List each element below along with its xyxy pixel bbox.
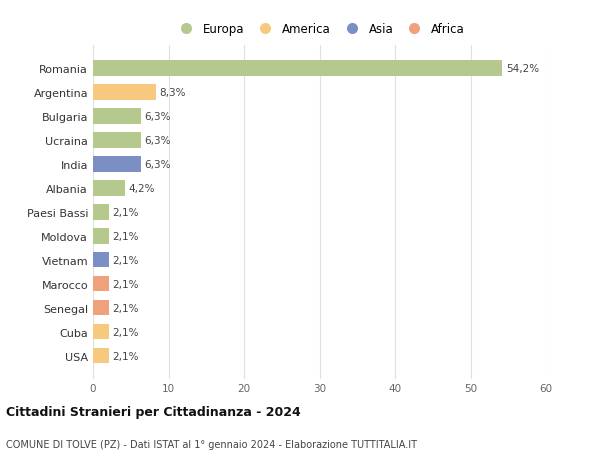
Text: 4,2%: 4,2% bbox=[128, 184, 155, 193]
Text: 6,3%: 6,3% bbox=[145, 135, 171, 146]
Text: 6,3%: 6,3% bbox=[145, 159, 171, 169]
Bar bbox=[93, 252, 109, 268]
Bar bbox=[93, 300, 109, 316]
Bar bbox=[93, 61, 502, 77]
Text: COMUNE DI TOLVE (PZ) - Dati ISTAT al 1° gennaio 2024 - Elaborazione TUTTITALIA.I: COMUNE DI TOLVE (PZ) - Dati ISTAT al 1° … bbox=[6, 440, 417, 449]
Text: 6,3%: 6,3% bbox=[145, 112, 171, 122]
Bar bbox=[93, 133, 140, 148]
Text: 8,3%: 8,3% bbox=[160, 88, 186, 98]
Bar bbox=[93, 348, 109, 364]
Bar bbox=[93, 205, 109, 220]
Text: 54,2%: 54,2% bbox=[506, 64, 539, 74]
Text: 2,1%: 2,1% bbox=[113, 231, 139, 241]
Text: 2,1%: 2,1% bbox=[113, 327, 139, 337]
Text: 2,1%: 2,1% bbox=[113, 351, 139, 361]
Bar bbox=[93, 180, 125, 196]
Bar bbox=[93, 109, 140, 124]
Text: 2,1%: 2,1% bbox=[113, 279, 139, 289]
Bar bbox=[93, 324, 109, 340]
Legend: Europa, America, Asia, Africa: Europa, America, Asia, Africa bbox=[170, 18, 469, 41]
Text: 2,1%: 2,1% bbox=[113, 255, 139, 265]
Text: 2,1%: 2,1% bbox=[113, 207, 139, 217]
Text: 2,1%: 2,1% bbox=[113, 303, 139, 313]
Bar bbox=[93, 85, 155, 101]
Bar bbox=[93, 229, 109, 244]
Bar bbox=[93, 276, 109, 292]
Bar bbox=[93, 157, 140, 172]
Text: Cittadini Stranieri per Cittadinanza - 2024: Cittadini Stranieri per Cittadinanza - 2… bbox=[6, 405, 301, 419]
